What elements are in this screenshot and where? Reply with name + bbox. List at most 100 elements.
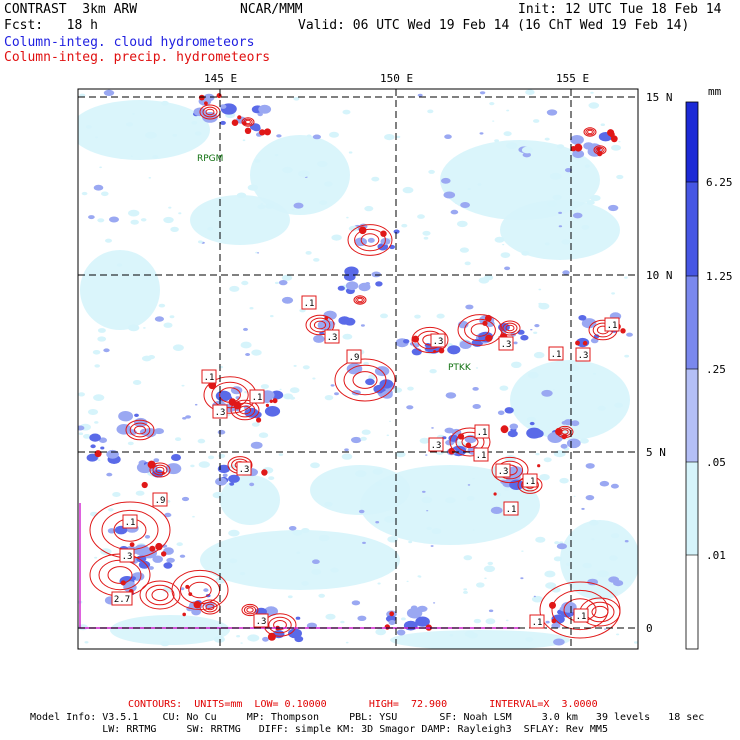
cloud-speck xyxy=(492,120,495,122)
cloud-speck xyxy=(270,315,274,318)
cloud-core xyxy=(264,406,281,417)
contour-label: .1 xyxy=(525,477,536,487)
cloud-core xyxy=(144,535,151,539)
cloud-speck xyxy=(541,389,553,397)
cloud-core xyxy=(251,411,262,419)
cloud-core xyxy=(572,149,585,159)
cloud-speck xyxy=(611,144,621,151)
cloud-speck xyxy=(431,528,442,535)
cloud-core xyxy=(86,453,98,462)
cloud-speck xyxy=(618,141,621,143)
cloud-speck xyxy=(463,590,468,594)
cloud-speck xyxy=(166,557,175,563)
contour-label-box xyxy=(575,347,591,362)
cloud-speck xyxy=(169,315,175,319)
precip-contour xyxy=(352,371,378,389)
cloud-speck xyxy=(130,155,133,157)
contour-label: .3 xyxy=(433,337,444,347)
cloud-speck xyxy=(160,640,170,647)
cloud-core xyxy=(344,266,359,277)
cloud-speck xyxy=(534,324,540,328)
cloud-speck xyxy=(547,201,557,207)
cloud-speck xyxy=(361,429,371,435)
cloud-core xyxy=(406,607,423,619)
legend-cloud: Column-integ. cloud hydrometeors xyxy=(4,35,255,50)
cloud-speck xyxy=(152,155,159,159)
cloud-speck xyxy=(357,615,367,621)
cloud-speck xyxy=(506,109,510,112)
cloud-core xyxy=(410,605,418,611)
cloud-speck xyxy=(455,202,457,204)
cloud-core xyxy=(602,137,608,141)
cloud-core xyxy=(337,285,345,291)
cloud-speck xyxy=(484,577,487,580)
cloud-core xyxy=(415,616,430,627)
precip-core xyxy=(448,447,455,455)
cloud-speck xyxy=(251,422,260,427)
cloud-core xyxy=(134,413,139,417)
cloud-patch xyxy=(310,465,410,515)
cloud-speck xyxy=(589,519,599,526)
precip-contour xyxy=(145,584,175,606)
cloud-speck xyxy=(443,191,456,199)
cloud-speck xyxy=(597,570,609,578)
cloud-speck xyxy=(556,144,565,149)
cloud-speck xyxy=(355,470,367,478)
cloud-patch xyxy=(110,615,230,645)
cloud-core xyxy=(593,334,600,339)
cloud-speck xyxy=(562,270,570,275)
precip-contour xyxy=(499,320,521,336)
cloud-speck xyxy=(236,635,241,638)
precip-core xyxy=(609,131,615,138)
precip-contour xyxy=(305,314,335,336)
cloud-speck xyxy=(485,618,496,625)
lat-label: 0 xyxy=(646,622,653,635)
cloud-core xyxy=(375,281,383,287)
cloud-speck xyxy=(538,288,542,291)
cloud-speck xyxy=(127,441,134,446)
cloud-speck xyxy=(521,550,524,552)
precip-core xyxy=(155,542,163,551)
contour-label-box xyxy=(212,404,228,419)
cloud-speck xyxy=(288,526,297,531)
contour-label-box xyxy=(604,317,620,332)
legend-precip: Column-integ. precip. hydrometeors xyxy=(4,50,271,65)
cloud-speck xyxy=(296,551,301,554)
cloud-speck xyxy=(78,425,85,431)
cloud-speck xyxy=(375,521,380,524)
cloud-speck xyxy=(97,336,107,342)
cloud-speck xyxy=(305,251,312,255)
cloud-speck xyxy=(258,432,269,439)
cloud-speck xyxy=(148,177,152,179)
contour-label: .3 xyxy=(215,408,226,418)
cloud-speck xyxy=(535,452,540,456)
cloud-speck xyxy=(240,642,243,644)
cloud-speck xyxy=(626,332,633,337)
cloud-core xyxy=(295,616,301,620)
cloud-core xyxy=(148,566,154,570)
cloud-core xyxy=(529,421,535,426)
cloud-speck xyxy=(161,544,168,548)
cloud-speck xyxy=(358,509,365,514)
cloud-speck xyxy=(478,277,490,284)
cloud-speck xyxy=(479,91,486,95)
cloud-core xyxy=(345,281,359,291)
cloud-speck xyxy=(616,174,624,180)
precip-contour xyxy=(243,605,257,615)
precip-contour xyxy=(179,575,221,605)
cloud-speck xyxy=(301,581,309,586)
precip-contour xyxy=(587,129,593,135)
cloud-core xyxy=(396,629,406,636)
cloud-speck xyxy=(312,377,316,380)
cloud-core xyxy=(388,620,396,625)
cloud-speck xyxy=(163,322,173,328)
contour-label: 2.7 xyxy=(114,595,130,605)
precip-contour xyxy=(139,580,181,610)
cloud-speck xyxy=(95,136,98,139)
cloud-speck xyxy=(282,166,293,174)
cloud-speck xyxy=(172,344,184,352)
cloud-core xyxy=(509,423,519,430)
cloud-speck xyxy=(191,121,198,125)
cloud-speck xyxy=(414,314,421,319)
cloud-speck xyxy=(463,588,468,591)
